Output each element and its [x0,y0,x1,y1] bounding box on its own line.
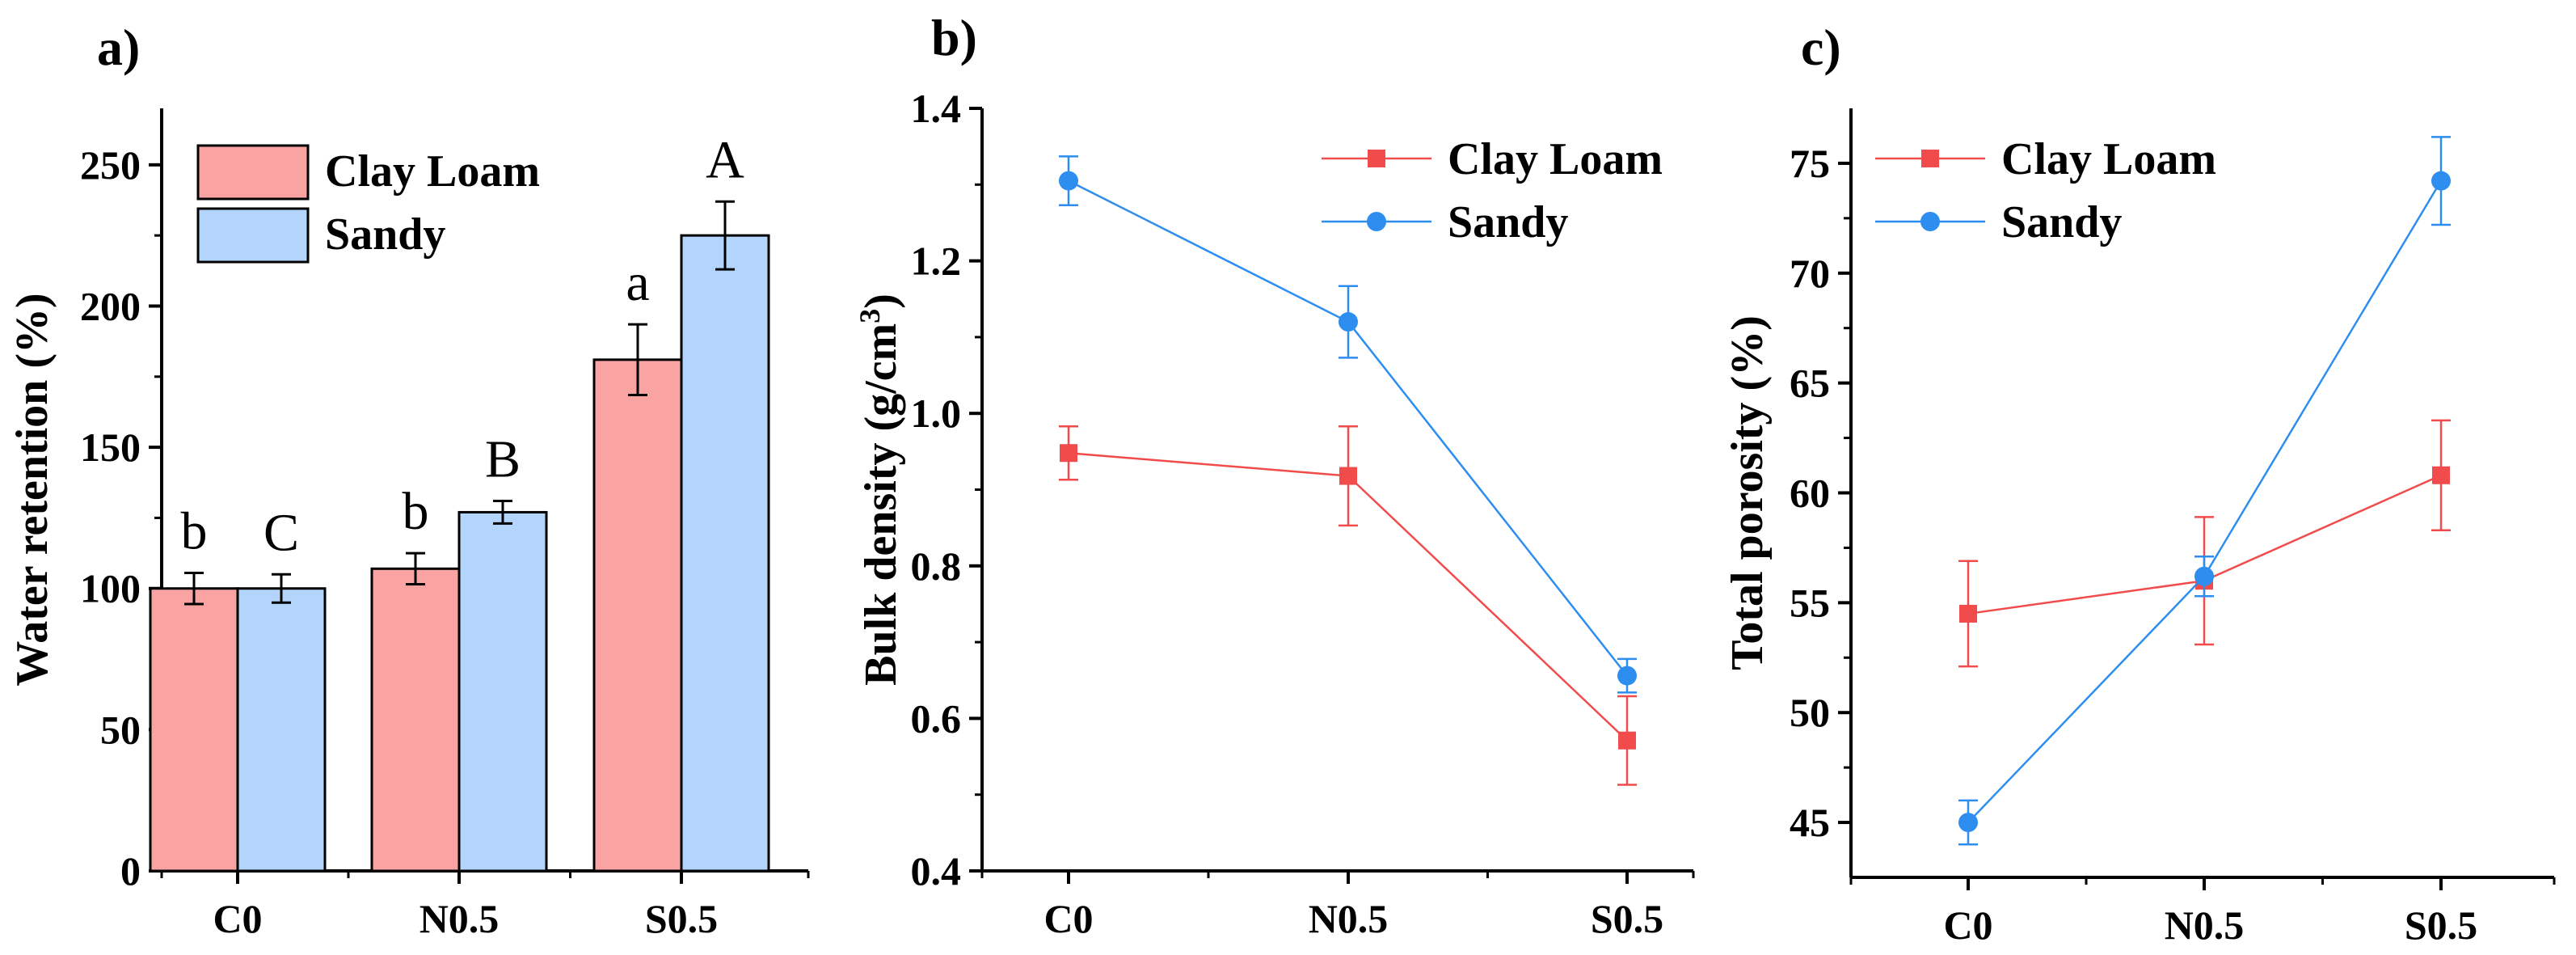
y-tick-label: 60 [1790,471,1830,516]
y-tick-label: 45 [1790,800,1830,845]
bar-clay-loam-S0.5 [592,358,683,873]
y-axis-title-main: Bulk density (g/cm [856,323,906,686]
x-tick-label: N0.5 [1309,896,1389,941]
legend-marker [1921,150,1939,167]
data-point [2432,466,2450,484]
panel-label: b) [931,9,977,66]
x-tick-label: S0.5 [2405,902,2477,948]
panel-a: a) 0 50 100 150 200 250 C0 N0.5 S0.5 Water retenti… [7,19,810,941]
y-tick-label: 100 [80,566,141,611]
legend-label: Clay Loam [1448,134,1663,184]
bar-sandy-N0.5 [457,510,548,873]
legend-marker [1367,212,1386,231]
significance-label: b [181,502,208,561]
data-point [1339,312,1358,332]
bar-clay-loam-C0 [149,587,239,873]
x-tick-label: C0 [213,896,262,941]
y-tick-label: 0.8 [911,543,962,589]
data-point [1060,444,1077,463]
y-axis-title-main: Total porosity (%) [1722,315,1773,670]
significance-label: C [264,503,299,562]
y-axis-title: Bulk density (g/cm3) [854,294,906,686]
legend-swatch [196,207,310,264]
significance-label: b [403,482,429,541]
y-axis-title: Water retention (%) [7,293,57,686]
legend-label: Sandy [325,209,445,260]
legend-label: Sandy [2001,197,2122,247]
y-tick-label: 50 [100,707,141,752]
panel-c: c) 45 50 55 60 65 70 75 C0 N0.5 S0.5 Total porosity… [1722,19,2556,948]
y-tick-label: 150 [80,425,141,470]
y-tick-label: 0.6 [911,695,962,741]
legend-swatch [196,144,310,201]
y-tick-label: 50 [1790,690,1830,735]
y-tick-label: 0 [120,848,141,894]
data-point [1059,171,1078,191]
legend-marker [1368,150,1385,167]
y-tick-label: 1.0 [911,391,962,436]
y-axis-title-sup: 3 [854,309,886,323]
bar-clay-loam-N0.5 [370,567,461,873]
significance-label: A [706,130,744,189]
x-tick-label: N0.5 [419,896,500,941]
panel-label: a) [97,19,140,76]
series-line-sandy [1967,180,2443,823]
bar-sandy-C0 [236,587,327,873]
y-tick-label: 65 [1790,361,1830,406]
y-axis-title-main: Water retention (%) [7,293,57,686]
x-tick-label: S0.5 [645,896,718,941]
data-point [1959,604,1977,623]
significance-label: B [485,429,521,488]
x-tick-label: N0.5 [2165,902,2245,948]
panel-label: c) [1801,19,1841,76]
bar-sandy-S0.5 [680,234,770,873]
y-tick-label: 200 [80,283,141,328]
x-tick-label: C0 [1043,896,1093,941]
legend-label: Sandy [1448,197,1568,247]
y-tick-label: 70 [1790,251,1830,296]
legend-label: Clay Loam [325,146,540,196]
x-tick-label: S0.5 [1591,896,1663,941]
y-tick-label: 55 [1790,580,1830,625]
y-tick-label: 1.4 [911,86,962,131]
data-point [1958,813,1978,833]
data-point [1618,731,1636,750]
y-tick-label: 0.4 [911,848,962,894]
legend-label: Clay Loam [2001,134,2216,184]
data-point [2194,566,2214,586]
significance-label: a [626,253,649,312]
data-point [1617,666,1637,686]
y-tick-label: 1.2 [911,239,962,284]
y-tick-label: 75 [1790,141,1830,186]
x-tick-label: C0 [1943,902,1992,948]
data-point [1339,467,1357,485]
panel-b: b) 0.4 0.6 0.8 1.0 1.2 1.4 C0 N0.5 S0.5 Bulk densi… [854,9,1695,941]
data-point [2431,171,2451,191]
y-axis-title: Total porosity (%) [1722,315,1773,670]
y-axis-title-end: ) [856,294,906,309]
y-tick-label: 250 [80,142,141,188]
legend-marker [1920,212,1940,231]
